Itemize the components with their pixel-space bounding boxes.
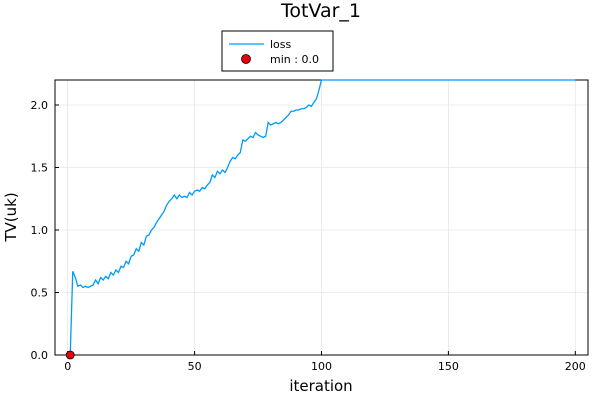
x-axis-ticks: 0 50 100 150 200 <box>64 351 586 373</box>
x-tick-label: 0 <box>64 360 71 373</box>
x-tick-label: 200 <box>565 360 586 373</box>
y-tick-label: 0.0 <box>31 349 49 362</box>
y-tick-label: 2.0 <box>31 99 49 112</box>
legend-label-loss: loss <box>270 38 292 51</box>
x-axis-label: iteration <box>289 377 352 395</box>
legend-swatch-min <box>241 54 251 64</box>
y-tick-label: 1.5 <box>31 162 49 175</box>
x-tick-label: 150 <box>438 360 459 373</box>
y-axis-ticks: 0.0 0.5 1.0 1.5 2.0 <box>31 99 59 362</box>
y-axis-label: TV(uk) <box>2 192 20 242</box>
x-tick-label: 100 <box>311 360 332 373</box>
series-line-loss <box>67 79 576 356</box>
min-point-marker <box>65 350 75 360</box>
grid <box>55 80 588 356</box>
y-tick-label: 1.0 <box>31 224 49 237</box>
chart-title: TotVar_1 <box>280 0 361 22</box>
x-tick-label: 50 <box>188 360 202 373</box>
legend-label-min: min : 0.0 <box>270 53 319 66</box>
legend-box <box>221 30 334 72</box>
legend: loss min : 0.0 <box>221 30 334 72</box>
y-tick-label: 0.5 <box>31 287 49 300</box>
